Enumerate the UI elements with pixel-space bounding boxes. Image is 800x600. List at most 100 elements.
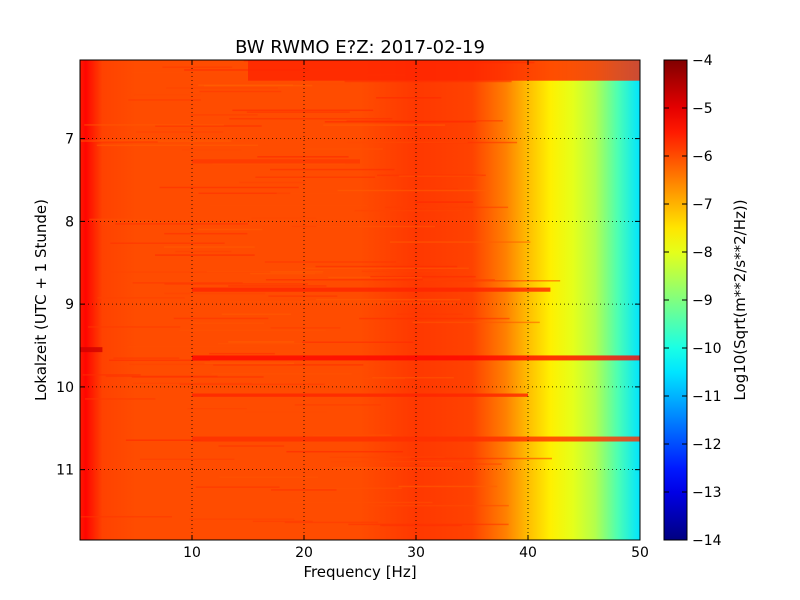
spectrogram-texture [286,450,403,453]
spectrogram-texture [228,341,295,343]
spectrogram-texture [344,80,512,83]
spectrogram-texture [354,209,463,212]
spectrogram-texture [228,285,327,287]
spectrogram-texture [199,90,282,93]
spectrogram-texture [80,140,232,142]
spectrogram-texture [213,364,364,366]
spectrogram-texture [198,192,291,195]
spectrogram-texture [209,352,275,355]
spectrogram-texture [369,504,509,507]
spectrogram-texture [162,66,233,68]
spectrogram-texture [212,163,346,165]
spectrogram-texture [315,265,458,268]
spectrogram-texture [359,317,510,320]
spectrogram-texture [155,125,262,127]
spectrogram-texture [372,376,454,379]
spectrogram-texture [316,225,436,228]
spectrogram-texture [133,382,252,385]
spectrogram-texture [347,141,468,144]
spectrogram-texture [125,439,201,441]
grid-lines [80,60,640,540]
spectrogram-texture [412,321,540,324]
spectrogram-texture [245,411,328,414]
spectrogram-texture [164,283,308,285]
spectrogram-texture [305,267,469,270]
spectrogram-texture [389,241,531,243]
spectrogram-texture [173,317,269,320]
spectrogram-texture [247,377,406,380]
spectrogram-texture [334,302,457,304]
spectrogram-texture [415,201,474,203]
spectrogram-texture [268,295,338,297]
spectrogram-texture [331,460,464,463]
spectrogram-texture [270,168,395,171]
spectrogram-texture [252,520,313,523]
spectrogram-texture [398,485,498,488]
spectrogram-texture [384,206,509,209]
spectrogram-texture [189,518,295,520]
spectrogram-texture [128,99,201,101]
spectrogram-texture [398,175,482,177]
spectrogram-texture [164,292,266,295]
y-tick-label: 8 [65,214,74,230]
spectrogram-texture [288,501,433,504]
spectrogram-texture [396,313,463,315]
spectrogram-texture [211,373,352,375]
x-tick-label: 10 [183,545,201,561]
spectrogram-texture [239,181,306,184]
spectrogram-texture [159,186,299,189]
spectrogram-texture [134,93,201,96]
spectrogram-texture [164,232,248,235]
spectrogram-texture [346,120,503,122]
spectrogram-heatmap [80,60,640,540]
spectrogram-texture [190,114,258,116]
spectrogram-texture [255,176,376,178]
spectrogram-texture [257,156,349,158]
spectrogram-texture [129,363,288,366]
y-axis-label: Lokalzeit (UTC + 1 Stunde) [32,199,50,401]
spectrogram-texture [139,458,235,461]
spectrogram-texture [329,456,445,459]
spectrogram-texture [276,192,348,195]
spectrogram-texture [264,272,323,275]
spectrogram-band [80,347,103,353]
x-axis-label: Frequency [Hz] [303,563,416,581]
y-tick-label: 9 [65,297,74,313]
spectrogram-texture [373,279,495,281]
spectrogram-texture [265,278,423,281]
spectrogram-texture [115,223,249,225]
y-tick-label: 11 [56,463,74,479]
spectrogram-texture [109,359,211,362]
spectrogram-texture [348,523,509,526]
spectrogram-texture [197,228,263,231]
spectrogram-texture [377,174,486,177]
y-tick-label: 10 [56,380,74,396]
spectrogram-band [192,355,640,361]
spectrogram-texture [204,362,294,365]
colorbar-tick-label: −4 [692,53,713,69]
spectrogram-texture [80,515,172,518]
spectrogram-texture [323,124,446,126]
spectrogram-texture [300,148,384,150]
spectrogram-texture [82,374,141,376]
spectrogram-texture [246,111,350,113]
spectrogram-texture [209,204,368,207]
spectrogram-texture [251,217,317,219]
spectrogram-band [248,60,640,81]
spectrogram-texture [400,463,502,465]
x-axis: 10 20 30 40 50 [183,60,649,561]
spectrogram-texture [182,515,337,518]
spectrogram-texture [163,246,255,248]
x-tick-label: 30 [407,545,425,561]
spectrogram-texture [264,261,397,263]
spectrogram-texture [218,445,285,447]
spectrogram-texture [198,84,294,86]
colorbar-tick-label: −11 [692,389,722,405]
spectrogram-texture [270,489,337,491]
colorbar-tick-label: −5 [692,101,713,117]
spectrogram-texture [218,82,351,85]
spectrogram-texture [218,342,306,345]
chart-title: BW RWMO E?Z: 2017-02-19 [235,37,485,58]
spectrogram-band [192,287,551,292]
